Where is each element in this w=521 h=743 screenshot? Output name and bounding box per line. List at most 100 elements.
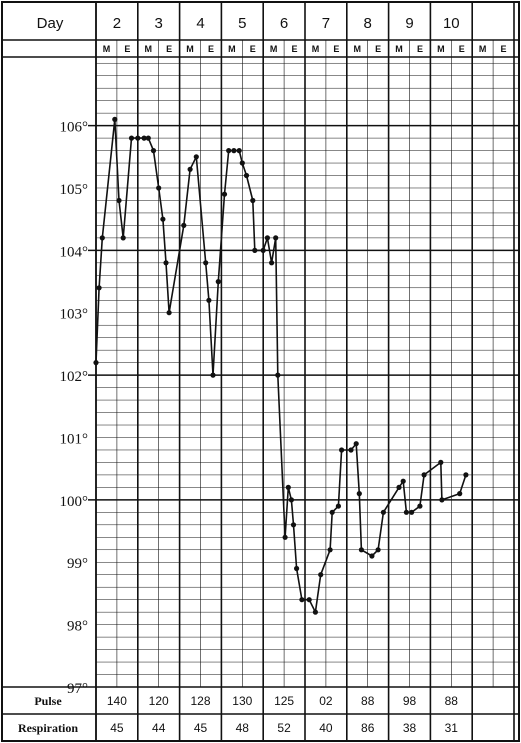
respiration-value: 38 — [403, 721, 417, 735]
temperature-point — [417, 503, 423, 509]
temperature-point — [128, 135, 135, 141]
evening-label: E — [417, 44, 423, 54]
temperature-point — [335, 503, 341, 509]
day-label: Day — [37, 15, 64, 32]
evening-label: E — [333, 44, 339, 54]
temperature-point — [348, 447, 354, 453]
pulse-value: 128 — [190, 694, 210, 708]
temperature-axis: 106° 105° 104° 103° 102° 101° 100° 99° 98° 97° — [60, 120, 89, 697]
day-number: 8 — [364, 15, 372, 32]
evening-label: E — [208, 44, 214, 54]
temperature-point — [156, 185, 162, 191]
temperature-point — [269, 260, 275, 266]
respiration-value: 48 — [236, 721, 250, 735]
day-number: 3 — [155, 15, 163, 32]
evening-label: E — [166, 44, 172, 54]
respiration-value: 52 — [277, 721, 291, 735]
temperature-point — [116, 197, 122, 204]
temperature-point — [260, 247, 266, 253]
pulse-value: 98 — [403, 694, 417, 708]
respiration-value: 40 — [319, 721, 333, 735]
minor-grid — [96, 62, 519, 688]
temperature-point — [358, 547, 364, 553]
evening-label: E — [124, 44, 130, 54]
temperature-point — [273, 235, 279, 241]
pulse-value: 130 — [232, 694, 252, 708]
temperature-point — [439, 497, 445, 503]
temperature-plot — [93, 116, 469, 615]
pulse-value: 140 — [107, 694, 127, 708]
morning-label: M — [437, 44, 445, 54]
respiration-value: 86 — [361, 721, 375, 735]
temperature-point — [210, 372, 216, 378]
temperature-point — [306, 597, 312, 603]
pulse-value: 02 — [319, 694, 333, 708]
day-header: Day 2 M E 3 M E 4 M E 5 M E 6 M E 7 M E 8 M E 9 M E 10 M E M E — [2, 15, 519, 58]
morning-label: M — [270, 44, 278, 54]
temperature-point — [112, 116, 118, 122]
temperature-point — [93, 360, 99, 366]
temperature-point — [181, 222, 187, 228]
temperature-point — [339, 447, 345, 453]
respiration-label: Respiration — [18, 721, 78, 735]
temperature-point — [236, 148, 242, 154]
temperature-point — [285, 484, 291, 490]
temperature-point — [252, 247, 258, 253]
temperature-point — [231, 148, 237, 154]
temperature-line — [95, 118, 467, 613]
temperature-point — [421, 472, 427, 478]
pulse-value: 88 — [361, 694, 375, 708]
morning-label: M — [103, 44, 111, 54]
respiration-value: 31 — [445, 721, 459, 735]
day-number: 7 — [322, 15, 330, 32]
respiration-value: 45 — [110, 721, 124, 735]
temperature-point — [160, 216, 166, 222]
temperature-point — [163, 260, 169, 266]
temperature-point — [288, 497, 294, 503]
temperature-point — [294, 565, 300, 572]
temperature-point — [312, 609, 318, 615]
temperature-point — [275, 372, 281, 378]
evening-label: E — [292, 44, 298, 54]
temperature-tick-label: 103° — [60, 307, 89, 323]
morning-label: M — [395, 44, 403, 54]
temperature-tick-label: 97° — [67, 681, 88, 697]
temperature-point — [239, 160, 245, 166]
respiration-value: 45 — [194, 721, 208, 735]
temperature-point — [141, 135, 147, 141]
temperature-point — [226, 148, 232, 154]
temperature-point — [438, 459, 444, 465]
temperature-point — [135, 135, 141, 141]
temperature-point — [187, 166, 193, 172]
temperature-point — [203, 260, 209, 266]
temperature-tick-label: 102° — [60, 369, 89, 385]
major-grid — [88, 124, 519, 501]
temperature-point — [329, 509, 335, 515]
temperature-point — [243, 172, 250, 179]
day-number: 10 — [443, 15, 460, 32]
temperature-point — [380, 509, 386, 515]
pulse-value: 125 — [274, 694, 294, 708]
temperature-point — [145, 135, 151, 141]
evening-label: E — [375, 44, 381, 54]
temperature-point — [375, 547, 381, 553]
morning-label: M — [354, 44, 362, 54]
pulse-respiration-table: Pulse Respiration 140 120 128 130 125 02 88 98 88 4… — [2, 686, 519, 735]
temperature-tick-label: 98° — [67, 619, 88, 635]
temperature-point — [369, 553, 375, 559]
day-number: 9 — [405, 15, 413, 32]
temperature-point — [327, 547, 333, 553]
temperature-tick-label: 99° — [67, 556, 88, 572]
temperature-point — [206, 297, 212, 303]
temperature-tick-label: 106° — [60, 120, 89, 136]
pulse-value: 120 — [149, 694, 169, 708]
temperature-tick-label: 100° — [60, 494, 89, 510]
temperature-point — [396, 484, 402, 490]
temperature-point — [264, 235, 270, 241]
temperature-point — [120, 235, 126, 241]
temperature-point — [299, 597, 305, 603]
temperature-point — [463, 472, 469, 478]
temperature-point — [221, 191, 228, 197]
temperature-point — [99, 235, 105, 241]
